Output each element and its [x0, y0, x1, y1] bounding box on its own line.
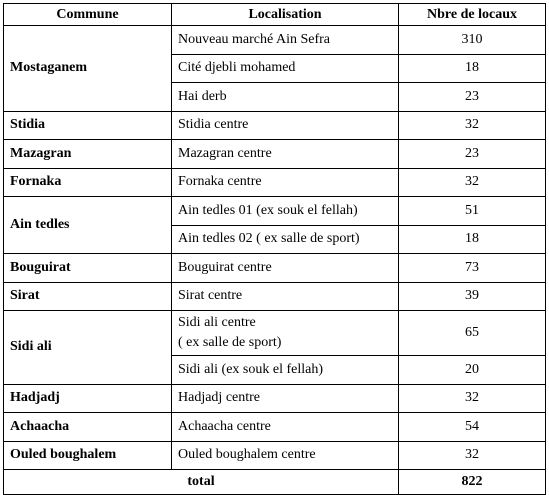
commune-cell: Sidi ali: [3, 310, 172, 385]
localisation-cell: Hadjadj centre: [171, 383, 399, 413]
header-cell: Localisation: [171, 3, 399, 26]
commune-cell: Hadjadj: [3, 383, 172, 413]
table-row: Stidia Stidia centre 32: [3, 110, 546, 140]
total-label: total: [3, 469, 399, 495]
commune-cell: Ouled boughalem: [3, 440, 172, 470]
localisation-cell: Fornaka centre: [171, 167, 399, 197]
table-row: Ain tedles Ain tedles 01 (ex souk el fell…: [3, 196, 546, 254]
localisation-cell: Achaacha centre: [171, 412, 399, 442]
localisation-cell: Sidi ali (ex souk el fellah): [171, 355, 399, 385]
localisation-cell: Ain tedles 02 ( ex salle de sport): [171, 224, 399, 254]
count-cell: 23: [398, 82, 546, 112]
count-cell: 32: [398, 440, 546, 470]
localisation-cell: Sidi ali centre ( ex salle de sport): [171, 310, 399, 356]
localisation-cell: Stidia centre: [171, 110, 399, 140]
commune-cell: Sirat: [3, 281, 172, 311]
count-cell: 18: [398, 53, 546, 83]
header-cell: Commune: [3, 3, 172, 26]
localisation-cell: Hai derb: [171, 82, 399, 112]
table-row: Sirat Sirat centre 39: [3, 281, 546, 311]
localisation-cell: Sirat centre: [171, 281, 399, 311]
table-row: Fornaka Fornaka centre 32: [3, 167, 546, 197]
count-cell: 54: [398, 412, 546, 442]
localisation-cell: Cité djebli mohamed: [171, 53, 399, 83]
localisation-cell: Nouveau marché Ain Sefra: [171, 25, 399, 55]
table-body: Mostaganem Nouveau marché Ain Sefra 310 Cit…: [3, 25, 546, 470]
localisation-cell: Ouled boughalem centre: [171, 440, 399, 470]
count-cell: 23: [398, 139, 546, 169]
commune-cell: Achaacha: [3, 412, 172, 442]
table-row: Hadjadj Hadjadj centre 32: [3, 383, 546, 413]
commune-cell: Bouguirat: [3, 253, 172, 283]
table-row: Sidi ali Sidi ali centre ( ex salle de sp…: [3, 310, 546, 385]
commune-cell: Mazagran: [3, 139, 172, 169]
total-value: 822: [398, 469, 546, 495]
table-row: Bouguirat Bouguirat centre 73: [3, 253, 546, 283]
table-row: Hai derb 23: [4, 82, 546, 112]
commune-cell: Ain tedles: [3, 196, 172, 254]
header-row: Commune Localisation Nbre de locaux: [3, 3, 546, 26]
locaux-table: Commune Localisation Nbre de locaux Most…: [3, 3, 546, 495]
count-cell: 32: [398, 167, 546, 197]
table-row: Mostaganem Nouveau marché Ain Sefra 310: [3, 25, 546, 112]
table-row: Mazagran Mazagran centre 23: [3, 139, 546, 169]
table-row: Sidi ali (ex souk el fellah) 20: [4, 355, 546, 385]
localisation-cell: Mazagran centre: [171, 139, 399, 169]
commune-cell: Mostaganem: [3, 25, 172, 112]
localisation-cell: Ain tedles 01 (ex souk el fellah): [171, 196, 399, 226]
count-cell: 73: [398, 253, 546, 283]
table-row: Achaacha Achaacha centre 54: [3, 412, 546, 442]
count-cell: 51: [398, 196, 546, 226]
commune-cell: Fornaka: [3, 167, 172, 197]
commune-cell: Stidia: [3, 110, 172, 140]
count-cell: 32: [398, 383, 546, 413]
count-cell: 20: [398, 355, 546, 385]
count-cell: 18: [398, 224, 546, 254]
header-cell: Nbre de locaux: [398, 3, 546, 26]
count-cell: 39: [398, 281, 546, 311]
localisation-cell: Bouguirat centre: [171, 253, 399, 283]
page: {"table": { "header": ["Commune", "Local…: [3, 3, 546, 495]
table-row: Ain tedles 02 ( ex salle de sport) 18: [4, 224, 546, 254]
count-cell: 32: [398, 110, 546, 140]
total-row: total 822: [3, 469, 546, 495]
count-cell: 310: [398, 25, 546, 55]
table-row: Ouled boughalem Ouled boughalem centre 32: [3, 440, 546, 470]
count-cell: 65: [398, 310, 546, 356]
